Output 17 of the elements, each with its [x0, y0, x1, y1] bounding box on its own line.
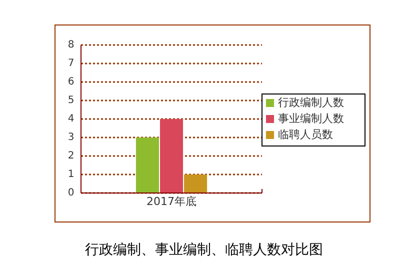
- text: 行政编制、事业编制、临聘人数对比图: [85, 242, 323, 258]
- y-tick-label: 8: [68, 40, 74, 51]
- y-tick-label: 6: [68, 76, 74, 88]
- legend-label: 行政编制人数: [278, 96, 344, 110]
- bar: [184, 174, 208, 193]
- y-tick-label: 2: [68, 150, 74, 162]
- x-tick-label: 2017年底: [146, 194, 196, 208]
- y-tick-label: 0: [68, 188, 74, 199]
- y-tick-label: 3: [68, 132, 74, 144]
- legend-label: 临聘人员数: [278, 128, 333, 142]
- legend-label: 事业编制人数: [278, 112, 344, 126]
- y-tick-label: 1: [68, 169, 74, 180]
- y-tick-label: 7: [68, 58, 74, 70]
- bar: [136, 138, 159, 193]
- y-tick-label: 5: [68, 95, 74, 106]
- bar: [160, 119, 184, 193]
- y-tick-label: 4: [68, 114, 74, 125]
